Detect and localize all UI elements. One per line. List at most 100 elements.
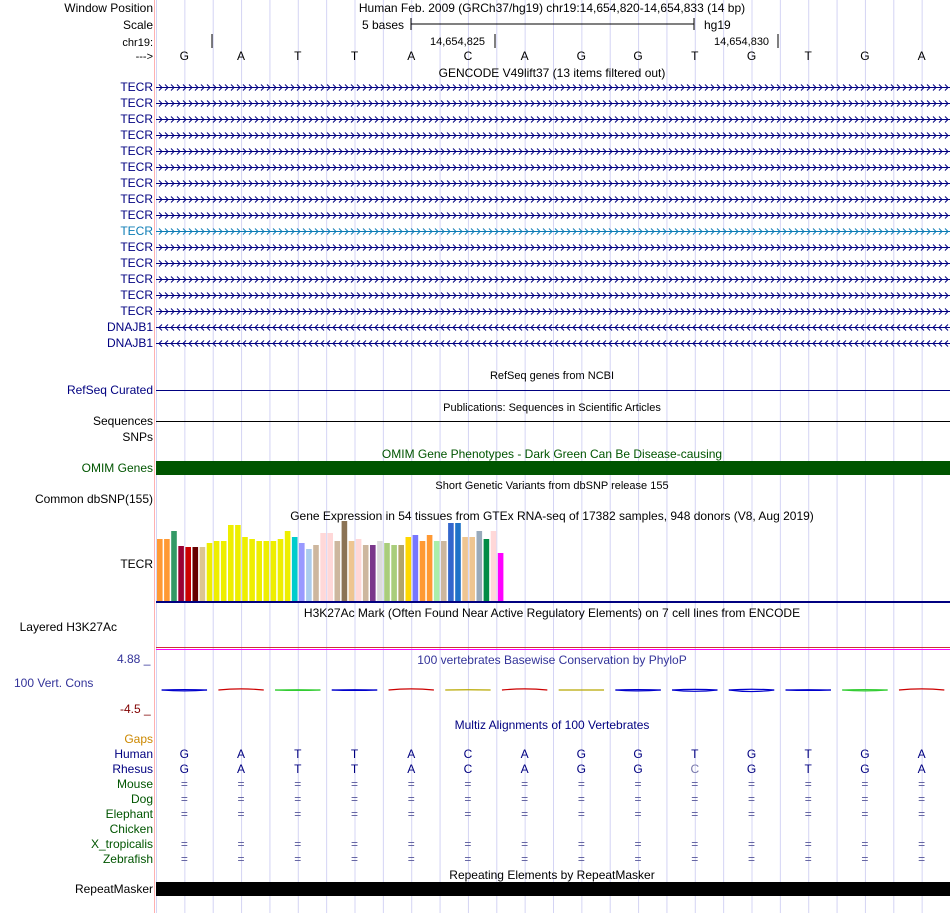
multiz-species-label[interactable]: Rhesus <box>112 762 153 776</box>
gencode-item-label[interactable]: TECR <box>120 128 153 142</box>
gencode-item-label[interactable]: TECR <box>120 304 153 318</box>
gtex-tissue-bar[interactable] <box>405 537 412 601</box>
gtex-tissue-bar[interactable] <box>199 547 206 601</box>
gencode-item-track[interactable] <box>156 336 950 350</box>
gtex-tissue-bar[interactable] <box>313 545 319 601</box>
gtex-tissue-bar[interactable] <box>228 525 234 601</box>
gencode-item-track[interactable] <box>156 240 950 254</box>
gtex-tissue-bar[interactable] <box>334 541 341 601</box>
gtex-tissue-bar[interactable] <box>441 541 447 601</box>
gtex-tissue-bar[interactable] <box>206 543 213 601</box>
gencode-item-label[interactable]: TECR <box>120 224 153 238</box>
gencode-item-track[interactable] <box>156 192 950 206</box>
gencode-item-label[interactable]: TECR <box>120 256 153 270</box>
gencode-item-track[interactable] <box>156 160 950 174</box>
pubs-label-snps[interactable]: SNPs <box>122 430 153 444</box>
gencode-item-label[interactable]: TECR <box>120 160 153 174</box>
gencode-item-track[interactable] <box>156 272 950 286</box>
gencode-item-label[interactable]: TECR <box>120 272 153 286</box>
gencode-item-label[interactable]: TECR <box>120 80 153 94</box>
gtex-tissue-bar[interactable] <box>362 545 369 601</box>
gencode-item-label[interactable]: TECR <box>120 176 153 190</box>
gtex-tissue-bar[interactable] <box>263 541 270 601</box>
gtex-tissue-bar[interactable] <box>235 525 241 601</box>
gtex-tissue-bar[interactable] <box>384 543 390 601</box>
gtex-tissue-bar[interactable] <box>270 541 277 601</box>
gtex-tissue-bar[interactable] <box>355 539 362 601</box>
rmsk-label[interactable]: RepeatMasker <box>74 882 153 896</box>
gtex-tissue-bar[interactable] <box>256 541 262 601</box>
gtex-tissue-bar[interactable] <box>327 533 333 601</box>
gtex-tissue-bar[interactable] <box>185 547 191 601</box>
multiz-species-label[interactable]: Zebrafish <box>102 852 153 866</box>
multiz-species-label[interactable]: Dog <box>130 792 153 806</box>
gencode-item-label[interactable]: TECR <box>120 144 153 158</box>
gtex-tissue-bar[interactable] <box>242 537 248 601</box>
refseq-label[interactable]: RefSeq Curated <box>66 383 153 397</box>
gencode-item-track[interactable] <box>156 176 950 190</box>
gencode-item-track[interactable] <box>156 320 950 334</box>
gencode-item-track[interactable] <box>156 144 950 158</box>
omim-bar[interactable] <box>156 461 950 475</box>
multiz-species-label[interactable]: X_tropicalis <box>90 837 153 851</box>
gtex-bar-chart[interactable] <box>156 520 536 602</box>
gtex-tissue-bar[interactable] <box>377 541 383 601</box>
gencode-item-track[interactable] <box>156 112 950 126</box>
omim-label[interactable]: OMIM Genes <box>81 461 153 475</box>
gtex-tissue-bar[interactable] <box>455 523 461 601</box>
gtex-tissue-bar[interactable] <box>291 537 298 601</box>
gtex-tissue-bar[interactable] <box>490 531 497 601</box>
gtex-tissue-bar[interactable] <box>497 553 504 601</box>
gtex-tissue-bar[interactable] <box>277 539 284 601</box>
gencode-item-track[interactable] <box>156 304 950 318</box>
gencode-item-label[interactable]: DNAJB1 <box>106 336 153 350</box>
rmsk-bar[interactable] <box>156 882 950 896</box>
gencode-item-label[interactable]: TECR <box>120 288 153 302</box>
gtex-tissue-bar[interactable] <box>320 533 326 601</box>
gtex-tissue-bar[interactable] <box>419 541 426 601</box>
gtex-tissue-bar[interactable] <box>483 539 490 601</box>
gtex-tissue-bar[interactable] <box>284 531 291 601</box>
gtex-tissue-bar[interactable] <box>157 539 163 601</box>
gtex-tissue-bar[interactable] <box>306 549 312 601</box>
gtex-tissue-bar[interactable] <box>412 535 419 601</box>
gencode-item-label[interactable]: DNAJB1 <box>106 320 153 334</box>
gtex-tissue-bar[interactable] <box>448 523 454 601</box>
dbsnp-label[interactable]: Common dbSNP(155) <box>34 492 153 506</box>
multiz-species-label[interactable]: Elephant <box>105 807 153 821</box>
gencode-item-track[interactable] <box>156 224 950 238</box>
gtex-tissue-bar[interactable] <box>192 547 199 601</box>
multiz-species-label[interactable]: Chicken <box>109 822 153 836</box>
gencode-item-track[interactable] <box>156 256 950 270</box>
gtex-tissue-bar[interactable] <box>299 543 305 601</box>
cons-wiggle[interactable] <box>156 670 950 710</box>
gencode-item-label[interactable]: TECR <box>120 192 153 206</box>
h3k27ac-label[interactable]: Layered H3K27Ac <box>19 620 117 634</box>
gencode-item-track[interactable] <box>156 208 950 222</box>
gtex-tissue-bar[interactable] <box>469 537 475 601</box>
pubs-label-sequences[interactable]: Sequences <box>92 414 153 428</box>
gtex-tissue-bar[interactable] <box>391 545 397 601</box>
multiz-species-label[interactable]: Human <box>114 747 153 761</box>
gtex-tissue-bar[interactable] <box>213 541 220 601</box>
gtex-tissue-bar[interactable] <box>433 541 440 601</box>
cons-label[interactable]: 100 Vert. Cons <box>14 676 94 690</box>
gtex-tissue-bar[interactable] <box>348 541 355 601</box>
gtex-tissue-bar[interactable] <box>164 539 170 601</box>
gtex-tissue-bar[interactable] <box>178 546 184 601</box>
gtex-tissue-bar[interactable] <box>341 521 348 601</box>
multiz-species-label[interactable]: Mouse <box>116 777 153 791</box>
gencode-item-label[interactable]: TECR <box>120 240 153 254</box>
gtex-tissue-bar[interactable] <box>249 539 255 601</box>
gencode-item-track[interactable] <box>156 80 950 94</box>
gtex-tissue-bar[interactable] <box>220 541 227 601</box>
gencode-item-label[interactable]: TECR <box>120 96 153 110</box>
gencode-item-track[interactable] <box>156 288 950 302</box>
gencode-item-label[interactable]: TECR <box>120 208 153 222</box>
gencode-item-track[interactable] <box>156 128 950 142</box>
gencode-item-track[interactable] <box>156 96 950 110</box>
gtex-tissue-bar[interactable] <box>398 545 404 601</box>
gtex-tissue-bar[interactable] <box>171 531 177 601</box>
gtex-tissue-bar[interactable] <box>426 535 433 601</box>
